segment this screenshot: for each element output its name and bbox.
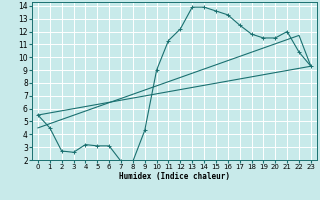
X-axis label: Humidex (Indice chaleur): Humidex (Indice chaleur)	[119, 172, 230, 181]
